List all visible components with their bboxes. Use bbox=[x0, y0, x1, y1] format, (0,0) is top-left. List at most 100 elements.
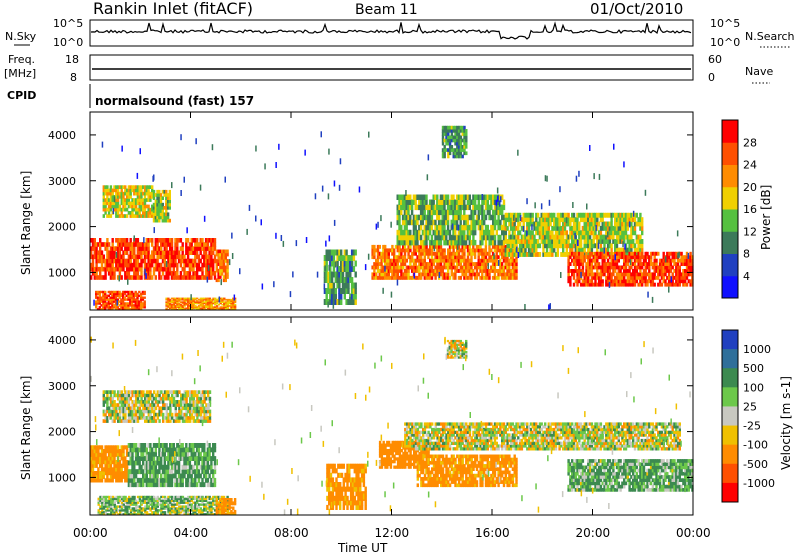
heatmap-cell bbox=[138, 482, 141, 488]
heatmap-cell bbox=[448, 258, 452, 263]
heatmap-cell bbox=[345, 271, 348, 278]
heatmap-cell bbox=[579, 255, 583, 260]
heatmap-cell bbox=[628, 255, 631, 260]
heatmap-cell bbox=[464, 204, 468, 211]
heatmap-cell bbox=[165, 301, 168, 303]
heatmap-cell bbox=[632, 217, 635, 223]
heatmap-cell bbox=[161, 212, 164, 217]
heatmap-cell bbox=[95, 266, 98, 272]
heatmap-cell bbox=[632, 262, 635, 266]
heatmap-cell bbox=[197, 307, 201, 310]
heatmap-cell bbox=[511, 262, 515, 266]
heatmap-cell bbox=[228, 300, 231, 302]
heatmap-cell bbox=[675, 275, 678, 280]
heatmap-cell bbox=[206, 301, 210, 303]
heatmap-cell bbox=[579, 262, 583, 266]
heatmap-cell bbox=[649, 262, 653, 266]
heatmap-cell bbox=[599, 239, 603, 244]
heatmap-cell bbox=[154, 238, 157, 243]
heatmap-cell bbox=[169, 271, 172, 276]
heatmap-cell bbox=[385, 248, 389, 253]
heatmap-cell bbox=[637, 221, 640, 227]
heatmap-cell bbox=[174, 300, 177, 302]
heatmap-cell bbox=[190, 469, 193, 475]
heatmap-cell bbox=[176, 460, 179, 466]
heatmap-cell bbox=[90, 478, 93, 483]
heatmap-cell bbox=[116, 242, 120, 247]
heatmap-cell bbox=[562, 234, 565, 240]
heatmap-cell bbox=[213, 238, 217, 243]
heatmap-cell bbox=[206, 302, 210, 305]
heatmap-cell bbox=[167, 266, 170, 272]
heatmap-cell bbox=[199, 297, 202, 300]
heatmap-cell bbox=[427, 209, 430, 216]
heatmap-cell bbox=[222, 265, 226, 270]
heatmap-cell bbox=[497, 275, 500, 280]
heatmap-cell bbox=[214, 301, 217, 303]
heatmap-cell bbox=[201, 307, 204, 310]
heatmap-cell bbox=[623, 161, 625, 168]
heatmap-cell bbox=[385, 262, 389, 266]
heatmap-cell bbox=[384, 244, 387, 249]
heatmap-cell bbox=[513, 262, 516, 266]
heatmap-cell bbox=[113, 463, 116, 468]
heatmap-cell bbox=[673, 255, 676, 260]
heatmap-cell bbox=[325, 260, 328, 267]
heatmap-cell bbox=[226, 305, 230, 307]
heatmap-cell bbox=[468, 265, 471, 270]
heatmap-cell bbox=[685, 255, 689, 260]
heatmap-cell bbox=[632, 255, 635, 260]
heatmap-cell bbox=[448, 199, 452, 205]
heatmap-cell bbox=[115, 246, 118, 251]
heatmap-cell bbox=[437, 219, 441, 226]
heatmap-cell bbox=[192, 266, 195, 272]
heatmap-cell bbox=[376, 244, 380, 249]
heatmap-cell bbox=[343, 282, 346, 289]
heatmap-cell bbox=[502, 275, 506, 280]
heatmap-cell bbox=[517, 230, 520, 236]
heatmap-cell bbox=[405, 272, 408, 277]
heatmap-cell bbox=[526, 221, 529, 227]
heatmap-cell bbox=[691, 258, 694, 263]
heatmap-cell bbox=[179, 258, 183, 264]
heatmap-cell bbox=[578, 225, 581, 231]
heatmap-cell bbox=[197, 302, 201, 305]
heatmap-cell bbox=[391, 248, 394, 253]
heatmap-cell bbox=[509, 252, 513, 257]
heatmap-cell bbox=[658, 269, 662, 273]
heatmap-cell bbox=[565, 230, 568, 236]
heatmap-cell bbox=[448, 255, 452, 260]
heatmap-cell bbox=[630, 217, 633, 223]
heatmap-cell bbox=[448, 148, 452, 152]
heatmap-cell bbox=[181, 305, 184, 307]
heatmap-cell bbox=[450, 194, 453, 200]
heatmap-cell bbox=[219, 255, 222, 260]
heatmap-cell bbox=[140, 469, 143, 475]
heatmap-cell bbox=[585, 255, 588, 260]
heatmap-cell bbox=[108, 412, 111, 417]
heatmap-cell bbox=[134, 275, 138, 280]
heatmap-cell bbox=[169, 477, 172, 483]
heatmap-cell bbox=[186, 447, 190, 453]
heatmap-cell bbox=[145, 250, 148, 255]
heatmap-cell bbox=[639, 269, 642, 273]
heatmap-cell bbox=[385, 269, 389, 273]
heatmap-cell bbox=[161, 464, 165, 470]
heatmap-cell bbox=[642, 272, 646, 277]
heatmap-cell bbox=[572, 255, 576, 260]
heatmap-cell bbox=[396, 265, 399, 270]
heatmap-cell bbox=[213, 271, 217, 276]
heatmap-cell bbox=[676, 258, 680, 263]
heatmap-cell bbox=[472, 214, 475, 221]
heatmap-cell bbox=[540, 225, 543, 231]
heatmap-cell bbox=[499, 248, 502, 253]
heatmap-cell bbox=[106, 207, 109, 212]
heatmap-cell bbox=[446, 204, 450, 211]
heatmap-cell bbox=[206, 447, 210, 453]
heatmap-cell bbox=[201, 300, 204, 302]
heatmap-cell bbox=[642, 279, 646, 284]
heatmap-cell bbox=[493, 255, 497, 260]
heatmap-cell bbox=[644, 265, 647, 270]
heatmap-cell bbox=[349, 277, 352, 283]
heatmap-cell bbox=[391, 244, 394, 249]
